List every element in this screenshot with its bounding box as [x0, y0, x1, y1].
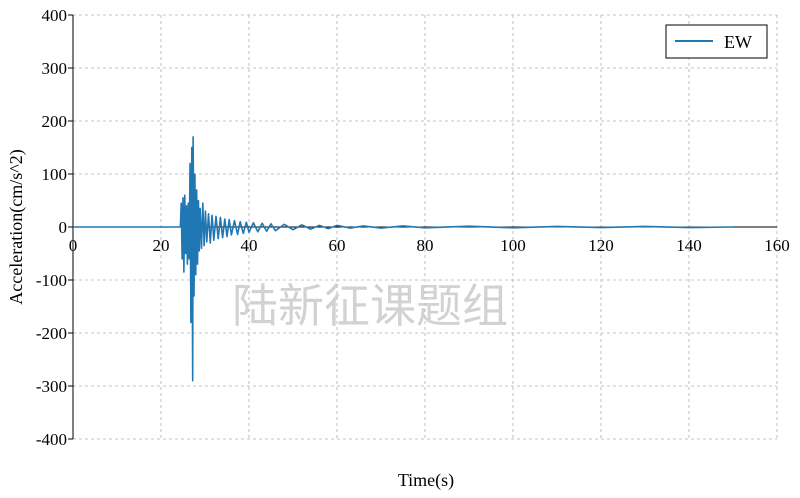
- legend: EW: [665, 24, 768, 59]
- y-tick-label: 300: [42, 59, 68, 78]
- series: [73, 136, 734, 382]
- y-axis-label: Acceleration(cm/s^2): [6, 149, 27, 304]
- x-tick-label: 40: [241, 236, 258, 255]
- y-tick-label: -300: [36, 377, 67, 396]
- x-tick-label: 20: [153, 236, 170, 255]
- y-tick-label: 100: [42, 165, 68, 184]
- series-line-ew: [73, 136, 734, 382]
- y-tick-label: -200: [36, 324, 67, 343]
- legend-box: [665, 24, 768, 59]
- x-tick-label: 140: [676, 236, 702, 255]
- y-tick-label: 400: [42, 6, 68, 25]
- y-tick-label: -400: [36, 430, 67, 449]
- x-tick-label: 160: [764, 236, 790, 255]
- y-tick-label: -100: [36, 271, 67, 290]
- x-tick-label: 100: [500, 236, 526, 255]
- y-tick-label: 200: [42, 112, 68, 131]
- x-axis-label: Time(s): [398, 470, 454, 491]
- watermark: 陆新征课题组: [232, 279, 508, 333]
- x-tick-label: 80: [417, 236, 434, 255]
- x-tick-label: 0: [69, 236, 78, 255]
- x-tick-label: 60: [329, 236, 346, 255]
- tick-labels: 0 20 40 60 80 100 120 140 1604003002001000-100-2…: [36, 6, 790, 449]
- legend-label: EW: [724, 32, 752, 52]
- x-tick-label: 120: [588, 236, 614, 255]
- y-tick-label: 0: [59, 218, 68, 237]
